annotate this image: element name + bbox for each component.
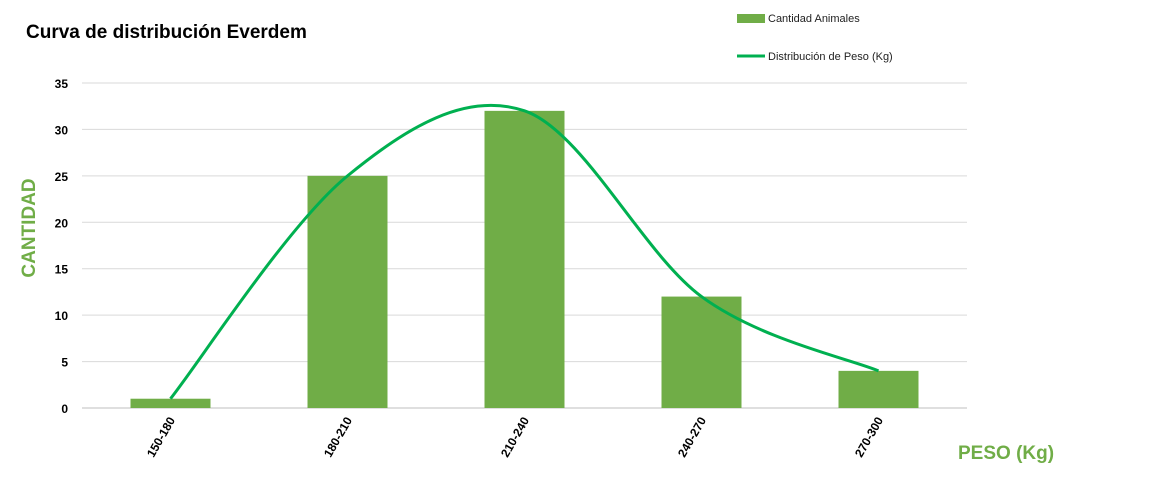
y-tick-label: 35 xyxy=(55,77,69,91)
legend-bar-label: Cantidad Animales xyxy=(768,13,860,25)
y-tick-label: 25 xyxy=(55,170,69,184)
y-tick-label: 20 xyxy=(55,216,69,230)
y-tick-label: 5 xyxy=(61,356,68,370)
x-tick-label: 240-270 xyxy=(675,414,709,459)
x-tick-label: 270-300 xyxy=(852,414,886,459)
legend-line-label: Distribución de Peso (Kg) xyxy=(768,51,893,63)
bar xyxy=(838,370,919,408)
bar xyxy=(307,175,388,408)
chart-title: Curva de distribución Everdem xyxy=(26,22,307,43)
bar xyxy=(130,398,211,408)
distribution-curve xyxy=(169,103,880,400)
x-tick-label: 210-240 xyxy=(498,414,532,459)
bars xyxy=(130,110,919,408)
bar xyxy=(484,110,565,408)
y-axis-ticks: 0 5 10 15 20 25 30 35 xyxy=(55,77,69,416)
legend: Cantidad Animales Distribución de Peso (… xyxy=(737,13,893,63)
legend-bar-swatch xyxy=(737,14,765,23)
distribution-line xyxy=(169,103,880,400)
x-axis-title: PESO (Kg) xyxy=(958,443,1054,464)
y-axis-title: CANTIDAD xyxy=(19,178,40,277)
y-tick-label: 15 xyxy=(55,263,69,277)
y-tick-label: 0 xyxy=(61,402,68,416)
y-tick-label: 30 xyxy=(55,123,69,137)
x-tick-label: 150-180 xyxy=(144,414,178,459)
x-tick-label: 180-210 xyxy=(321,414,355,459)
y-tick-label: 10 xyxy=(55,309,69,323)
x-axis-ticks: 150-180 180-210 210-240 240-270 270-300 xyxy=(144,414,886,459)
